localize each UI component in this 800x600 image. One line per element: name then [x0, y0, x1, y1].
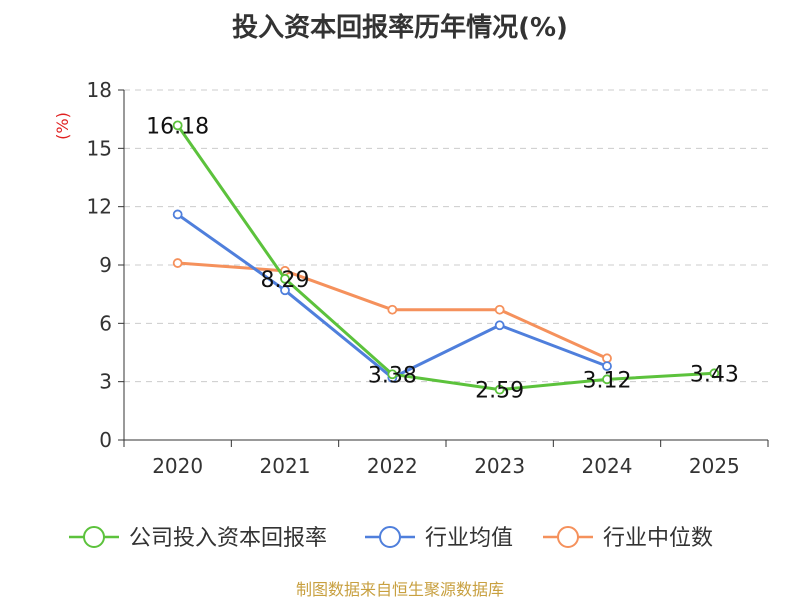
- y-tick-label: 9: [99, 253, 112, 277]
- y-tick-label: 18: [87, 78, 112, 102]
- series-point: [494, 304, 505, 315]
- data-label: 3.12: [583, 368, 632, 393]
- series-point: [280, 285, 290, 296]
- series-point: [602, 353, 612, 364]
- series-line: [176, 124, 715, 392]
- data-label: 3.38: [368, 363, 417, 388]
- series-point: [494, 384, 505, 395]
- series-point: [280, 273, 290, 284]
- series-point: [709, 368, 720, 379]
- data-label: 3.43: [690, 362, 739, 387]
- source-note: 制图数据来自恒生聚源数据库: [296, 580, 504, 599]
- legend-marker: [557, 526, 579, 548]
- x-tick-label: 2023: [474, 454, 525, 478]
- y-tick-label: 15: [87, 136, 112, 160]
- data-label: 16.18: [146, 114, 209, 139]
- chart-title: 投入资本回报率历年情况(%): [232, 12, 568, 43]
- series-point: [387, 369, 398, 380]
- y-tick-label: 3: [99, 370, 112, 394]
- series-point: [602, 374, 612, 385]
- series-point: [172, 209, 183, 220]
- legend-label: 行业均值: [425, 526, 513, 551]
- series-point: [494, 320, 505, 331]
- x-tick-label: 2022: [367, 454, 418, 478]
- series-point: [387, 304, 398, 315]
- series-line: [176, 213, 608, 380]
- y-tick-label: 12: [87, 195, 112, 219]
- legend-marker: [379, 526, 401, 548]
- x-tick-label: 2024: [582, 454, 633, 478]
- series-point: [602, 361, 612, 372]
- data-label: 2.59: [475, 379, 524, 404]
- series-point: [172, 258, 183, 268]
- x-tick-label: 2021: [260, 454, 311, 478]
- y-axis-unit: (%): [53, 112, 72, 140]
- x-tick-label: 2020: [152, 454, 203, 478]
- legend-label: 公司投入资本回报率: [129, 526, 327, 551]
- legend-label: 行业中位数: [603, 526, 713, 551]
- y-tick-label: 6: [99, 311, 112, 335]
- legend-marker: [83, 526, 105, 548]
- data-label: 8.29: [261, 268, 310, 293]
- series-point: [172, 120, 183, 131]
- y-tick-label: 0: [99, 428, 112, 452]
- x-tick-label: 2025: [689, 454, 740, 478]
